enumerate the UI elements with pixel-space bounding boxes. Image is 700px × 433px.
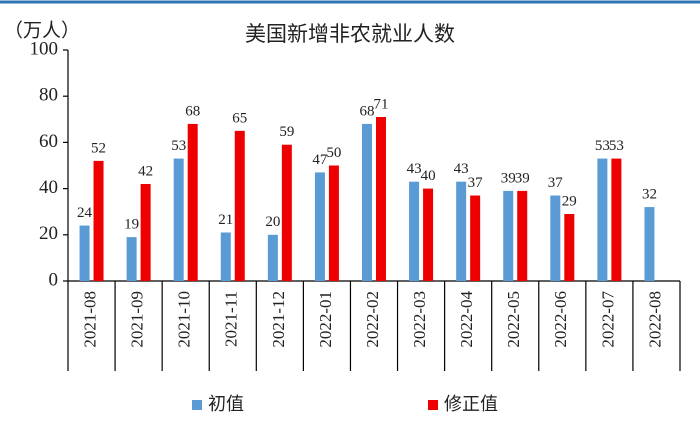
value-label: 52 bbox=[91, 140, 106, 156]
x-tick-label: 2021-08 bbox=[80, 291, 99, 348]
value-label: 21 bbox=[218, 212, 233, 228]
value-label: 37 bbox=[468, 175, 484, 191]
value-label: 68 bbox=[185, 103, 200, 119]
x-tick-label: 2021-10 bbox=[175, 291, 194, 348]
bar bbox=[234, 130, 245, 281]
bar bbox=[550, 195, 561, 281]
bar bbox=[93, 160, 104, 281]
y-tick-label: 0 bbox=[49, 269, 59, 290]
bar bbox=[597, 158, 608, 281]
value-label: 53 bbox=[595, 138, 610, 154]
bar bbox=[611, 158, 622, 281]
value-label: 47 bbox=[312, 152, 328, 168]
bar bbox=[267, 234, 278, 281]
value-label: 29 bbox=[562, 193, 577, 209]
bar bbox=[409, 181, 420, 281]
value-label: 59 bbox=[279, 124, 294, 140]
value-label: 43 bbox=[407, 161, 422, 177]
value-label: 42 bbox=[138, 163, 153, 179]
bar bbox=[376, 116, 386, 282]
value-label: 19 bbox=[124, 217, 139, 233]
bar bbox=[126, 237, 137, 281]
value-label: 39 bbox=[515, 170, 530, 186]
bar bbox=[503, 190, 514, 281]
value-label: 40 bbox=[421, 168, 436, 184]
value-label: 39 bbox=[501, 170, 516, 186]
value-label: 43 bbox=[454, 161, 469, 177]
bar bbox=[314, 172, 325, 281]
value-label: 68 bbox=[360, 103, 375, 119]
value-label: 50 bbox=[326, 145, 341, 161]
bar bbox=[140, 183, 151, 281]
y-tick-label: 80 bbox=[39, 85, 58, 106]
value-label: 71 bbox=[374, 96, 389, 112]
bar bbox=[456, 181, 467, 281]
y-tick-label: 100 bbox=[30, 38, 59, 59]
bar bbox=[79, 225, 90, 281]
x-tick-label: 2022-05 bbox=[504, 291, 523, 348]
value-label: 53 bbox=[171, 138, 186, 154]
x-tick-label: 2022-03 bbox=[410, 291, 429, 348]
bar bbox=[564, 214, 575, 281]
x-tick-label: 2022-07 bbox=[598, 291, 617, 348]
bar bbox=[517, 190, 528, 281]
bar bbox=[328, 165, 339, 281]
legend-swatch bbox=[428, 400, 438, 410]
x-tick-label: 2021-11 bbox=[222, 291, 241, 347]
value-label: 20 bbox=[265, 214, 280, 230]
y-tick-label: 40 bbox=[39, 177, 58, 198]
value-label: 37 bbox=[548, 175, 564, 191]
bar bbox=[187, 123, 198, 281]
bar bbox=[644, 207, 655, 281]
y-tick-label: 20 bbox=[39, 223, 58, 244]
bar bbox=[173, 158, 184, 281]
x-tick-label: 2021-09 bbox=[128, 291, 147, 348]
value-label: 24 bbox=[77, 205, 93, 221]
legend-swatch bbox=[192, 400, 202, 410]
y-axis-label: （万人） bbox=[4, 19, 80, 41]
y-tick-label: 60 bbox=[39, 131, 58, 152]
value-label: 32 bbox=[642, 187, 657, 203]
x-tick-label: 2022-06 bbox=[551, 291, 570, 348]
value-label: 65 bbox=[232, 110, 247, 126]
x-tick-label: 2022-08 bbox=[645, 291, 664, 348]
legend-label: 初值 bbox=[208, 394, 244, 414]
bar bbox=[423, 188, 434, 281]
x-tick-label: 2022-02 bbox=[363, 291, 382, 348]
x-tick-label: 2022-01 bbox=[316, 291, 335, 348]
x-tick-label: 2021-12 bbox=[269, 291, 288, 348]
bar bbox=[220, 232, 231, 281]
bar bbox=[281, 144, 292, 281]
bar bbox=[362, 123, 372, 281]
chart-title: 美国新增非农就业人数 bbox=[245, 22, 455, 46]
bar bbox=[470, 195, 481, 281]
legend-label: 修正值 bbox=[444, 394, 498, 414]
x-tick-label: 2022-04 bbox=[457, 291, 476, 348]
value-label: 53 bbox=[609, 138, 624, 154]
